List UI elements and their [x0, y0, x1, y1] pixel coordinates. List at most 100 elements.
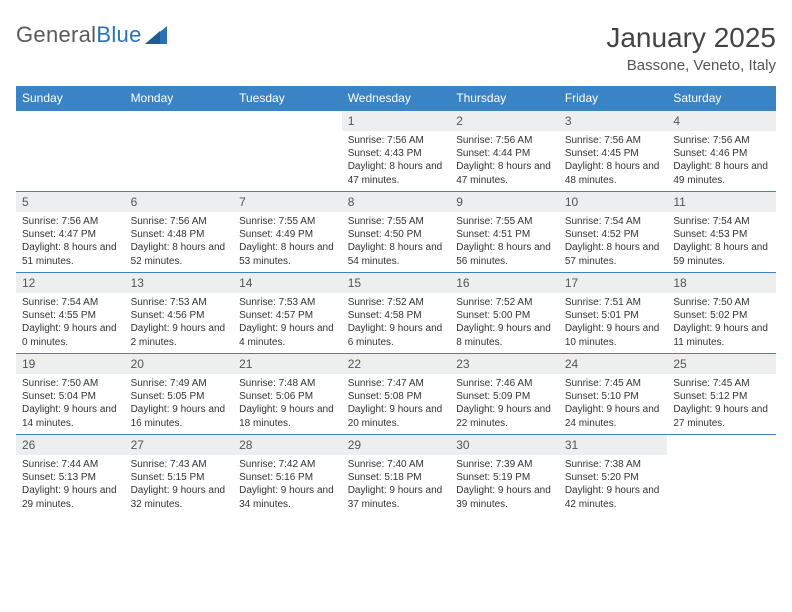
calendar-cell: 7Sunrise: 7:55 AMSunset: 4:49 PMDaylight…: [233, 192, 342, 273]
daylight-text: Daylight: 8 hours and 51 minutes.: [22, 241, 119, 267]
sunset-text: Sunset: 4:53 PM: [673, 228, 770, 241]
daylight-text: Daylight: 9 hours and 4 minutes.: [239, 322, 336, 348]
calendar-cell: 19Sunrise: 7:50 AMSunset: 5:04 PMDayligh…: [16, 354, 125, 435]
day-number: 14: [233, 273, 342, 293]
calendar-cell: 22Sunrise: 7:47 AMSunset: 5:08 PMDayligh…: [342, 354, 451, 435]
day-body: Sunrise: 7:50 AMSunset: 5:02 PMDaylight:…: [667, 293, 776, 353]
sunrise-text: Sunrise: 7:48 AM: [239, 377, 336, 390]
calendar-cell: 14Sunrise: 7:53 AMSunset: 4:57 PMDayligh…: [233, 273, 342, 354]
day-number: 7: [233, 192, 342, 212]
day-body: Sunrise: 7:39 AMSunset: 5:19 PMDaylight:…: [450, 455, 559, 515]
sunrise-text: Sunrise: 7:38 AM: [565, 458, 662, 471]
daylight-text: Daylight: 8 hours and 54 minutes.: [348, 241, 445, 267]
day-body: Sunrise: 7:52 AMSunset: 5:00 PMDaylight:…: [450, 293, 559, 353]
calendar-cell: 30Sunrise: 7:39 AMSunset: 5:19 PMDayligh…: [450, 435, 559, 516]
daylight-text: Daylight: 8 hours and 47 minutes.: [348, 160, 445, 186]
calendar-cell: 17Sunrise: 7:51 AMSunset: 5:01 PMDayligh…: [559, 273, 668, 354]
day-body: [667, 455, 776, 515]
day-body: Sunrise: 7:44 AMSunset: 5:13 PMDaylight:…: [16, 455, 125, 515]
day-number: 8: [342, 192, 451, 212]
day-number: [667, 435, 776, 455]
sunrise-text: Sunrise: 7:56 AM: [22, 215, 119, 228]
day-number: 30: [450, 435, 559, 455]
sunrise-text: Sunrise: 7:52 AM: [348, 296, 445, 309]
day-body: [125, 131, 234, 191]
sunrise-text: Sunrise: 7:43 AM: [131, 458, 228, 471]
title-block: January 2025 Bassone, Veneto, Italy: [606, 22, 776, 74]
day-number: 15: [342, 273, 451, 293]
calendar-cell: 15Sunrise: 7:52 AMSunset: 4:58 PMDayligh…: [342, 273, 451, 354]
calendar-table: Sunday Monday Tuesday Wednesday Thursday…: [16, 86, 776, 515]
day-number: 9: [450, 192, 559, 212]
sunrise-text: Sunrise: 7:51 AM: [565, 296, 662, 309]
sunset-text: Sunset: 5:19 PM: [456, 471, 553, 484]
day-number: 28: [233, 435, 342, 455]
calendar-cell: 3Sunrise: 7:56 AMSunset: 4:45 PMDaylight…: [559, 111, 668, 192]
calendar-cell: 18Sunrise: 7:50 AMSunset: 5:02 PMDayligh…: [667, 273, 776, 354]
dayheader-saturday: Saturday: [667, 86, 776, 111]
day-body: Sunrise: 7:51 AMSunset: 5:01 PMDaylight:…: [559, 293, 668, 353]
day-number: 12: [16, 273, 125, 293]
day-body: Sunrise: 7:48 AMSunset: 5:06 PMDaylight:…: [233, 374, 342, 434]
sunrise-text: Sunrise: 7:44 AM: [22, 458, 119, 471]
day-number: 13: [125, 273, 234, 293]
daylight-text: Daylight: 9 hours and 32 minutes.: [131, 484, 228, 510]
daylight-text: Daylight: 8 hours and 52 minutes.: [131, 241, 228, 267]
daylight-text: Daylight: 9 hours and 2 minutes.: [131, 322, 228, 348]
sunrise-text: Sunrise: 7:56 AM: [565, 134, 662, 147]
sunset-text: Sunset: 5:05 PM: [131, 390, 228, 403]
day-number: 31: [559, 435, 668, 455]
sunset-text: Sunset: 5:04 PM: [22, 390, 119, 403]
daylight-text: Daylight: 9 hours and 27 minutes.: [673, 403, 770, 429]
daylight-text: Daylight: 9 hours and 8 minutes.: [456, 322, 553, 348]
day-number: 17: [559, 273, 668, 293]
calendar-cell: 9Sunrise: 7:55 AMSunset: 4:51 PMDaylight…: [450, 192, 559, 273]
calendar-cell: 4Sunrise: 7:56 AMSunset: 4:46 PMDaylight…: [667, 111, 776, 192]
sunrise-text: Sunrise: 7:56 AM: [456, 134, 553, 147]
sunrise-text: Sunrise: 7:54 AM: [673, 215, 770, 228]
sunset-text: Sunset: 4:46 PM: [673, 147, 770, 160]
calendar-cell: 2Sunrise: 7:56 AMSunset: 4:44 PMDaylight…: [450, 111, 559, 192]
sunrise-text: Sunrise: 7:55 AM: [239, 215, 336, 228]
day-body: Sunrise: 7:50 AMSunset: 5:04 PMDaylight:…: [16, 374, 125, 434]
sunrise-text: Sunrise: 7:54 AM: [22, 296, 119, 309]
calendar-cell: 20Sunrise: 7:49 AMSunset: 5:05 PMDayligh…: [125, 354, 234, 435]
calendar-week-row: 19Sunrise: 7:50 AMSunset: 5:04 PMDayligh…: [16, 354, 776, 435]
dayheader-row: Sunday Monday Tuesday Wednesday Thursday…: [16, 86, 776, 111]
calendar-cell: 5Sunrise: 7:56 AMSunset: 4:47 PMDaylight…: [16, 192, 125, 273]
sunset-text: Sunset: 4:50 PM: [348, 228, 445, 241]
day-body: Sunrise: 7:38 AMSunset: 5:20 PMDaylight:…: [559, 455, 668, 515]
dayheader-monday: Monday: [125, 86, 234, 111]
day-number: 24: [559, 354, 668, 374]
day-number: 1: [342, 111, 451, 131]
sunrise-text: Sunrise: 7:54 AM: [565, 215, 662, 228]
sunset-text: Sunset: 5:20 PM: [565, 471, 662, 484]
sunset-text: Sunset: 4:44 PM: [456, 147, 553, 160]
day-number: 11: [667, 192, 776, 212]
day-body: Sunrise: 7:47 AMSunset: 5:08 PMDaylight:…: [342, 374, 451, 434]
dayheader-thursday: Thursday: [450, 86, 559, 111]
sunrise-text: Sunrise: 7:55 AM: [348, 215, 445, 228]
sunset-text: Sunset: 5:16 PM: [239, 471, 336, 484]
calendar-cell: 21Sunrise: 7:48 AMSunset: 5:06 PMDayligh…: [233, 354, 342, 435]
calendar-week-row: 5Sunrise: 7:56 AMSunset: 4:47 PMDaylight…: [16, 192, 776, 273]
sunset-text: Sunset: 4:58 PM: [348, 309, 445, 322]
sunset-text: Sunset: 5:08 PM: [348, 390, 445, 403]
sunset-text: Sunset: 4:45 PM: [565, 147, 662, 160]
dayheader-sunday: Sunday: [16, 86, 125, 111]
day-body: [233, 131, 342, 191]
sunset-text: Sunset: 4:57 PM: [239, 309, 336, 322]
sunset-text: Sunset: 4:51 PM: [456, 228, 553, 241]
sunset-text: Sunset: 4:49 PM: [239, 228, 336, 241]
calendar-cell: 12Sunrise: 7:54 AMSunset: 4:55 PMDayligh…: [16, 273, 125, 354]
daylight-text: Daylight: 9 hours and 42 minutes.: [565, 484, 662, 510]
daylight-text: Daylight: 9 hours and 0 minutes.: [22, 322, 119, 348]
sunset-text: Sunset: 5:06 PM: [239, 390, 336, 403]
day-body: Sunrise: 7:46 AMSunset: 5:09 PMDaylight:…: [450, 374, 559, 434]
day-number: [233, 111, 342, 131]
page-subtitle: Bassone, Veneto, Italy: [606, 57, 776, 74]
daylight-text: Daylight: 9 hours and 22 minutes.: [456, 403, 553, 429]
day-number: 23: [450, 354, 559, 374]
day-number: 18: [667, 273, 776, 293]
day-number: 16: [450, 273, 559, 293]
